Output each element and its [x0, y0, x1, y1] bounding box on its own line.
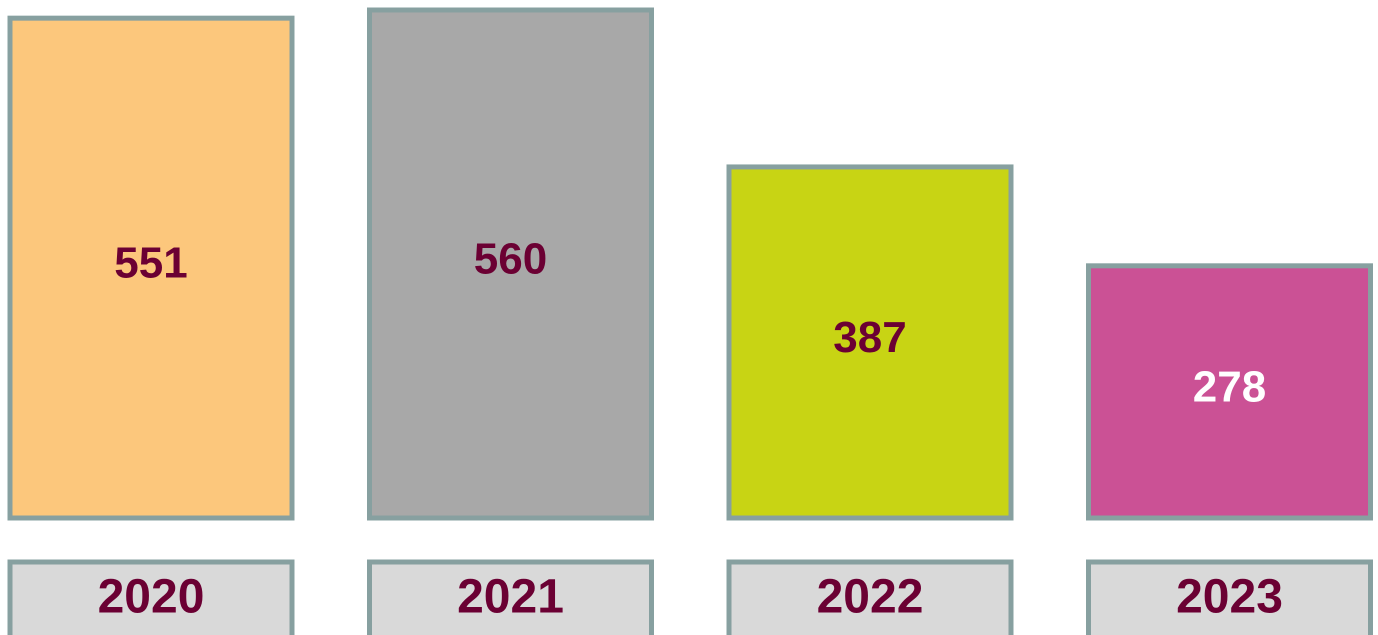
value-label: 278 [1193, 363, 1266, 412]
value-label: 560 [474, 235, 547, 284]
category-label: 2023 [1176, 571, 1283, 624]
value-label: 387 [833, 313, 906, 362]
category-label: 2022 [817, 571, 924, 624]
value-label: 551 [114, 239, 187, 288]
category-label: 2021 [457, 571, 564, 624]
chart: 551 2020 560 2021 387 2022 278 2023 [0, 0, 1378, 635]
category-label: 2020 [98, 571, 205, 624]
page: {"chart_data": {"type": "bar", "categori… [0, 0, 1378, 635]
